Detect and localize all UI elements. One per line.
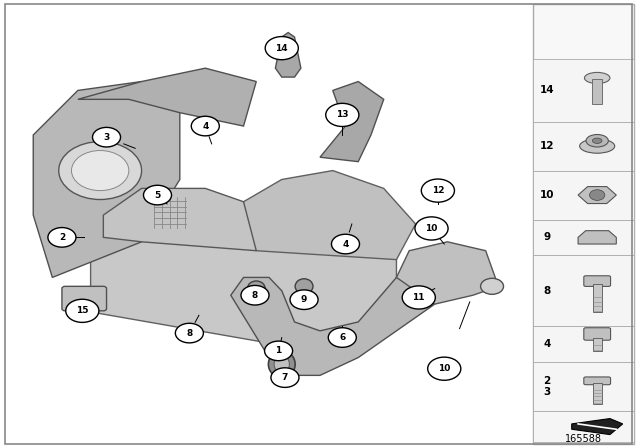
Text: 14: 14 [275, 43, 288, 52]
Text: 8: 8 [543, 286, 550, 296]
Text: 6: 6 [339, 333, 346, 342]
FancyBboxPatch shape [584, 377, 611, 385]
Ellipse shape [274, 355, 289, 373]
FancyBboxPatch shape [584, 328, 611, 340]
Circle shape [241, 285, 269, 305]
Circle shape [428, 357, 461, 380]
FancyBboxPatch shape [534, 121, 634, 171]
Text: 4: 4 [342, 240, 349, 249]
FancyBboxPatch shape [584, 276, 611, 286]
Text: 8: 8 [186, 328, 193, 338]
FancyBboxPatch shape [62, 286, 106, 311]
Text: 10: 10 [540, 190, 554, 200]
Circle shape [175, 323, 204, 343]
Ellipse shape [295, 279, 313, 294]
FancyBboxPatch shape [534, 411, 634, 442]
Polygon shape [578, 186, 616, 203]
Circle shape [421, 179, 454, 202]
Circle shape [589, 190, 605, 200]
Circle shape [415, 217, 448, 240]
Text: 1: 1 [275, 346, 282, 355]
Circle shape [191, 116, 220, 136]
Text: 4: 4 [202, 121, 209, 130]
Ellipse shape [593, 138, 602, 143]
Text: 10: 10 [438, 364, 451, 373]
Circle shape [59, 142, 141, 199]
FancyBboxPatch shape [593, 284, 602, 312]
Text: 13: 13 [336, 110, 349, 120]
FancyBboxPatch shape [534, 4, 634, 444]
Text: 14: 14 [540, 86, 554, 95]
Ellipse shape [584, 73, 610, 83]
Circle shape [332, 234, 360, 254]
Circle shape [290, 290, 318, 310]
Polygon shape [320, 82, 384, 162]
Text: 165588: 165588 [565, 435, 602, 444]
Polygon shape [103, 188, 256, 251]
Text: 2: 2 [59, 233, 65, 242]
Polygon shape [275, 33, 301, 77]
Text: 9: 9 [301, 295, 307, 304]
Circle shape [93, 127, 120, 147]
Circle shape [328, 328, 356, 347]
Polygon shape [231, 277, 447, 375]
Text: 12: 12 [540, 141, 554, 151]
FancyBboxPatch shape [592, 79, 602, 104]
Text: 3: 3 [104, 133, 109, 142]
Circle shape [72, 151, 129, 190]
FancyBboxPatch shape [593, 338, 602, 351]
Text: 12: 12 [431, 186, 444, 195]
FancyBboxPatch shape [534, 220, 634, 255]
Ellipse shape [268, 351, 295, 378]
Polygon shape [91, 215, 396, 358]
Polygon shape [396, 242, 499, 304]
Ellipse shape [580, 139, 614, 153]
Text: 2
3: 2 3 [543, 376, 550, 397]
Ellipse shape [586, 134, 609, 147]
FancyBboxPatch shape [534, 255, 634, 327]
FancyBboxPatch shape [593, 383, 602, 404]
Text: 7: 7 [282, 373, 288, 382]
Text: 4: 4 [543, 339, 550, 349]
Polygon shape [578, 231, 616, 244]
Circle shape [481, 278, 504, 294]
Text: 11: 11 [413, 293, 425, 302]
Polygon shape [244, 171, 415, 260]
Circle shape [326, 103, 359, 126]
Circle shape [48, 228, 76, 247]
Polygon shape [33, 82, 180, 277]
Circle shape [264, 341, 292, 361]
Text: 10: 10 [426, 224, 438, 233]
Polygon shape [78, 68, 256, 126]
Text: 15: 15 [76, 306, 88, 315]
FancyBboxPatch shape [534, 362, 634, 411]
FancyBboxPatch shape [534, 59, 634, 121]
Circle shape [143, 185, 172, 205]
Ellipse shape [247, 281, 265, 296]
Circle shape [402, 286, 435, 309]
FancyBboxPatch shape [534, 171, 634, 220]
Polygon shape [572, 418, 623, 435]
Circle shape [66, 299, 99, 323]
Text: 5: 5 [154, 190, 161, 199]
Text: 8: 8 [252, 291, 258, 300]
FancyBboxPatch shape [534, 327, 634, 362]
Text: 9: 9 [543, 233, 550, 242]
Circle shape [271, 368, 299, 388]
Circle shape [265, 37, 298, 60]
